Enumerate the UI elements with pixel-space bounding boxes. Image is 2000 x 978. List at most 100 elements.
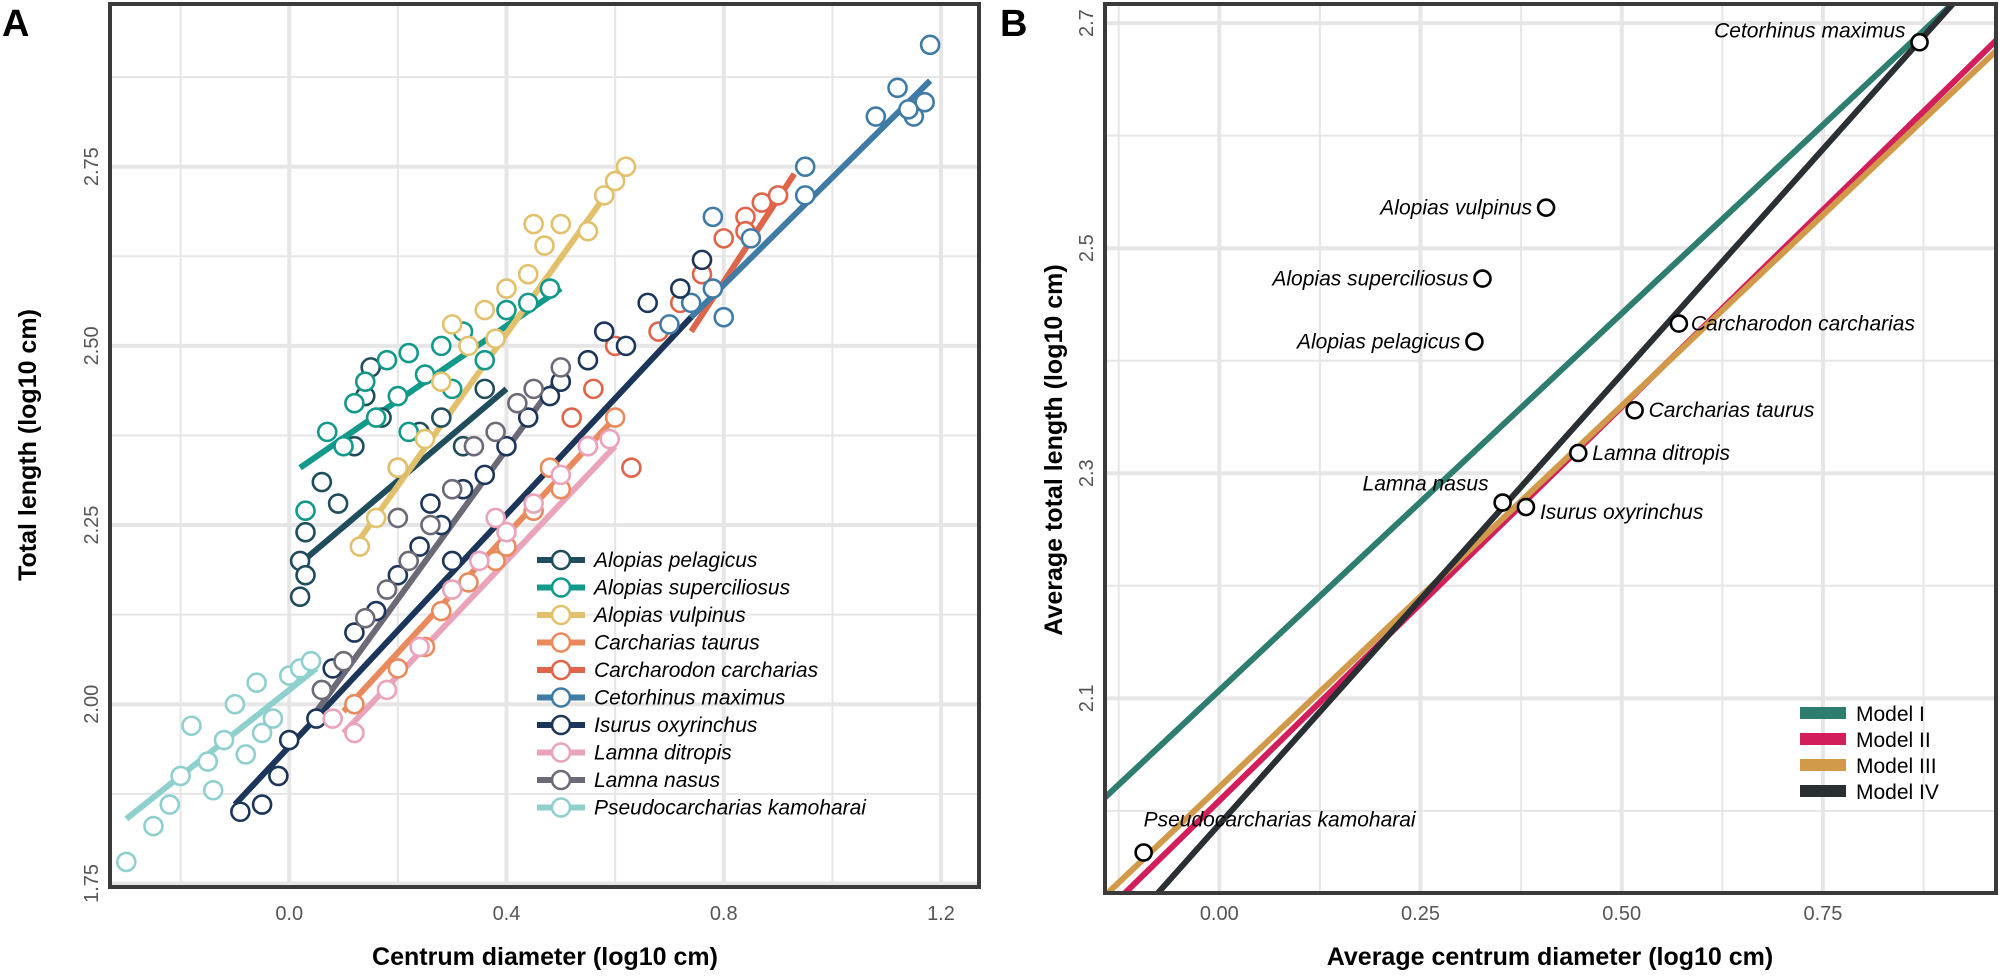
model-line	[1105, 48, 1996, 893]
legend-key-point	[550, 714, 572, 736]
legend-key	[1800, 785, 1846, 797]
data-point	[469, 550, 490, 572]
data-point	[278, 729, 300, 751]
data-point	[268, 765, 289, 787]
data-point	[577, 349, 599, 371]
data-point	[702, 206, 724, 228]
data-point	[409, 536, 430, 557]
data-point	[251, 794, 273, 815]
data-point	[485, 421, 506, 443]
data-point	[561, 407, 582, 428]
point-label: Lamna ditropis	[1592, 442, 1730, 465]
data-point	[577, 220, 599, 242]
data-point	[865, 106, 887, 127]
data-point	[349, 536, 371, 557]
data-point	[539, 278, 561, 299]
x-tick-label: 0.00	[1200, 903, 1239, 925]
data-point	[230, 801, 251, 823]
data-point	[441, 314, 463, 335]
data-point	[409, 636, 430, 658]
data-point	[420, 493, 441, 514]
data-point	[1465, 332, 1484, 351]
data-point	[295, 521, 316, 543]
data-point	[550, 213, 572, 235]
x-tick-label: 0.75	[1803, 903, 1842, 925]
data-point	[615, 335, 637, 357]
data-point	[398, 550, 420, 572]
legend-key-point	[550, 797, 572, 818]
y-tick-label: 2.3	[1076, 459, 1098, 487]
data-point	[534, 235, 555, 256]
data-point	[431, 335, 452, 357]
x-tick-label: 0.0	[275, 903, 303, 925]
legend-label: Alopias pelagicus	[592, 549, 758, 572]
y-tick-label: 1.75	[81, 864, 103, 903]
data-point	[550, 357, 572, 378]
data-point	[387, 507, 409, 529]
data-point	[441, 550, 463, 572]
data-point	[197, 751, 219, 772]
data-point	[213, 729, 235, 751]
data-point	[431, 600, 452, 622]
legend-key-point	[550, 742, 572, 763]
data-point	[523, 213, 544, 235]
panel-b-y-axis-title: Average total length (log10 cm)	[1040, 264, 1068, 635]
legend-label: Cetorhinus maximus	[594, 687, 786, 710]
data-point	[517, 292, 539, 314]
data-point	[1669, 314, 1689, 333]
y-tick-label: 2.50	[81, 326, 103, 365]
legend-label: Pseudocarcharias kamoharai	[594, 797, 867, 820]
data-point	[1134, 843, 1153, 862]
legend-key-point	[550, 549, 572, 571]
data-point	[1473, 269, 1492, 288]
data-point	[344, 693, 365, 715]
legend-key-point	[550, 632, 572, 653]
data-point	[474, 299, 496, 321]
data-point	[496, 435, 517, 457]
data-point	[463, 435, 485, 457]
data-point	[170, 765, 191, 787]
data-point	[354, 607, 376, 629]
data-point	[1536, 198, 1556, 217]
panel-a-x-axis-title: Centrum diameter (log10 cm)	[372, 943, 718, 971]
data-point	[621, 457, 642, 479]
data-point	[496, 299, 517, 321]
point-label: Cetorhinus maximus	[1714, 19, 1906, 42]
panel-b-x-axis-title: Average centrum diameter (log10 cm)	[1327, 943, 1773, 971]
legend-key-point	[550, 687, 572, 708]
data-point	[365, 507, 387, 529]
data-point	[322, 708, 343, 729]
model-line	[1105, 4, 1957, 800]
legend-label: Isurus oxyrinchus	[594, 714, 758, 737]
data-point	[235, 744, 257, 765]
data-point	[1910, 32, 1929, 52]
data-point	[593, 321, 615, 342]
legend-label: Model II	[1856, 729, 1931, 752]
panel-a-letter: A	[2, 3, 29, 45]
data-point	[311, 679, 333, 701]
data-point	[767, 185, 789, 206]
x-tick-label: 0.25	[1401, 903, 1440, 925]
data-point	[295, 500, 316, 522]
y-tick-label: 2.25	[81, 506, 103, 545]
data-point	[669, 278, 691, 299]
legend-label: Alopias vulpinus	[592, 604, 746, 627]
legend-key-point	[550, 769, 572, 791]
data-point	[794, 185, 816, 206]
data-point	[387, 564, 409, 586]
regression-line	[313, 372, 564, 714]
data-point	[387, 385, 409, 407]
data-point	[507, 392, 528, 414]
data-point	[354, 371, 376, 393]
data-point	[376, 579, 398, 600]
data-point	[474, 378, 496, 400]
data-point	[1516, 497, 1536, 517]
point-label: Carcharodon carcharias	[1691, 313, 1916, 336]
data-point	[593, 185, 615, 206]
data-point	[919, 34, 941, 56]
data-point	[1625, 400, 1644, 420]
data-point	[474, 349, 496, 371]
data-point	[224, 693, 246, 715]
data-point	[702, 278, 724, 299]
